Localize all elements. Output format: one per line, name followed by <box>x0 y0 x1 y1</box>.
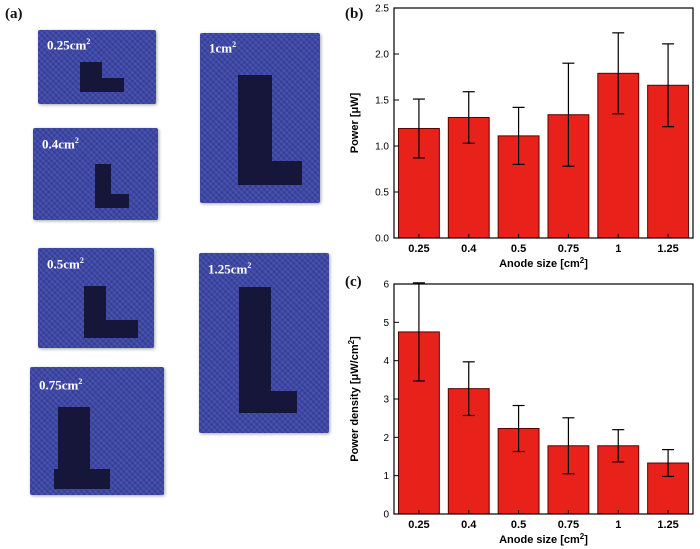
chartc-error-bar-0.5 <box>512 404 525 453</box>
electrode-stem-1.25 <box>239 287 271 411</box>
chartb-ytick-label-0.0: 0.0 <box>375 234 389 245</box>
chartb-xtick-label-0.5: 0.5 <box>511 243 526 255</box>
chartb-xtick-label-1: 1 <box>615 243 621 255</box>
chartb-xtick-label-1.25: 1.25 <box>657 243 678 255</box>
fabric-swatch-0.25: 0.25cm2 <box>38 30 156 104</box>
chartb-error-bar-0.4 <box>462 91 475 144</box>
chartc-ytick-label-2: 2 <box>383 433 389 444</box>
chartb-error-bar-0.75 <box>562 62 575 167</box>
power-density-chart: 0 1 2 3 4 5 6 0.25 0.4 0.5 0.75 1 1.25 Anode size [cm… <box>347 280 694 547</box>
chartc-ytick-label-6: 6 <box>383 280 389 291</box>
chartc-ytick-label-1: 1 <box>383 471 389 482</box>
swatch-label-0.4: 0.4cm2 <box>42 136 79 152</box>
chartc-error-bar-1 <box>612 429 625 463</box>
chartb-ylabel: Power [μW] <box>349 92 361 153</box>
chartb-ytick-label-2.0: 2.0 <box>375 50 389 61</box>
chartc-ytick-label-3: 3 <box>383 395 389 406</box>
chartc-error-bar-0.4 <box>462 361 475 417</box>
electrode-foot-0.4 <box>95 194 129 208</box>
electrode-foot-1 <box>238 161 302 185</box>
swatch-label-1: 1cm2 <box>209 40 237 56</box>
fabric-swatch-1.25: 1.25cm2 <box>199 253 329 433</box>
chartb-xtick-label-0.25: 0.25 <box>408 243 429 255</box>
electrode-foot-1.25 <box>239 391 297 413</box>
chartc-xtick-label-0.4: 0.4 <box>461 519 477 531</box>
chartb-xtick-label-0.4: 0.4 <box>461 243 477 255</box>
chartb-axes-frame <box>393 7 694 239</box>
fabric-swatch-0.5: 0.5cm2 <box>38 248 154 348</box>
chartc-xtick-label-0.25: 0.25 <box>408 519 429 531</box>
chartc-ytick-label-5: 5 <box>383 318 389 329</box>
electrode-foot-0.75 <box>54 469 110 489</box>
panel-c-label: (c) <box>345 274 362 290</box>
panel-b-label: (b) <box>345 6 364 22</box>
chartb-ytick-label-0.5: 0.5 <box>375 188 389 199</box>
chartc-ytick-label-0: 0 <box>383 510 389 521</box>
chartb-xlabel: Anode size [cm2] <box>499 256 588 271</box>
electrode-foot-0.25 <box>80 78 124 92</box>
swatch-label-0.75: 0.75cm2 <box>39 377 83 393</box>
chartb-error-bar-1.25 <box>662 43 675 128</box>
chartb-ytick-label-2.5: 2.5 <box>375 4 389 15</box>
chartb-error-bar-0.5 <box>512 106 525 165</box>
panel-a-label: (a) <box>5 6 23 22</box>
chartc-xlabel: Anode size [cm2] <box>499 532 588 547</box>
chartc-ylabel: Power density [μW/cm2] <box>347 336 362 462</box>
chartc-ytick-label-4: 4 <box>383 356 389 367</box>
chartb-xtick-label-0.75: 0.75 <box>558 243 579 255</box>
swatch-label-0.25: 0.25cm2 <box>47 37 91 53</box>
chartb-ytick-label-1.5: 1.5 <box>375 96 389 107</box>
power-chart: 0.0 0.5 1.0 1.5 2.0 2.5 0.25 0.4 0.5 0.75 1 1.25 Ano… <box>349 4 694 271</box>
swatch-label-1.25: 1.25cm2 <box>208 261 252 277</box>
chartc-xtick-label-1: 1 <box>615 519 621 531</box>
fabric-swatch-0.75: 0.75cm2 <box>30 367 164 495</box>
chartc-error-bar-0.75 <box>562 417 575 475</box>
fabric-swatch-1: 1cm2 <box>200 33 320 203</box>
chartc-xtick-label-0.5: 0.5 <box>511 519 526 531</box>
swatch-label-0.5: 0.5cm2 <box>47 256 84 272</box>
chartb-error-bar-1 <box>612 32 625 115</box>
chartc-xtick-label-0.75: 0.75 <box>558 519 579 531</box>
chartc-error-bar-0.25 <box>412 282 425 382</box>
chartb-error-bar-0.25 <box>412 98 425 159</box>
electrode-foot-0.5 <box>84 320 138 338</box>
chartc-error-bar-1.25 <box>662 449 675 478</box>
chartb-ytick-label-1.0: 1.0 <box>375 142 389 153</box>
chartc-xtick-label-1.25: 1.25 <box>657 519 678 531</box>
fabric-swatch-0.4: 0.4cm2 <box>33 128 158 220</box>
